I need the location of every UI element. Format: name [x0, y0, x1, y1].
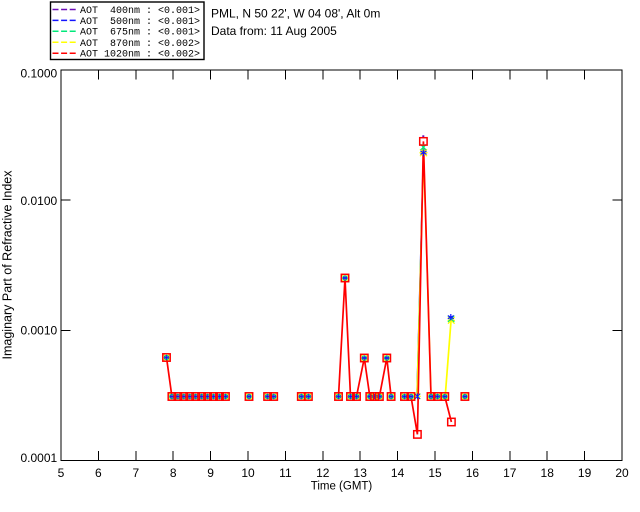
svg-text:10: 10: [241, 466, 255, 480]
svg-text:AOT 870nm : <0.002>: AOT 870nm : <0.002>: [80, 39, 200, 50]
svg-text:17: 17: [503, 466, 517, 480]
svg-text:0.0010: 0.0010: [20, 324, 57, 338]
svg-text:16: 16: [466, 466, 480, 480]
svg-text:20: 20: [615, 466, 629, 480]
svg-text:PML, N 50 22', W 04 08', Alt 0: PML, N 50 22', W 04 08', Alt 0m: [211, 6, 380, 20]
svg-text:11: 11: [279, 466, 292, 480]
svg-text:AOT 1020nm : <0.002>: AOT 1020nm : <0.002>: [80, 50, 200, 61]
svg-text:8: 8: [170, 466, 177, 480]
svg-text:AOT 500nm : <0.001>: AOT 500nm : <0.001>: [80, 17, 200, 28]
svg-text:0.0100: 0.0100: [20, 194, 57, 208]
svg-text:Imaginary Part of Refractive I: Imaginary Part of Refractive Index: [1, 170, 15, 360]
svg-text:12: 12: [316, 466, 330, 480]
svg-text:AOT 400nm : <0.001>: AOT 400nm : <0.001>: [80, 6, 200, 17]
svg-text:5: 5: [58, 466, 65, 480]
svg-text:Time (GMT): Time (GMT): [311, 481, 373, 493]
svg-text:6: 6: [95, 466, 102, 480]
svg-text:AOT 675nm : <0.001>: AOT 675nm : <0.001>: [80, 28, 200, 39]
svg-text:9: 9: [207, 466, 214, 480]
svg-text:7: 7: [132, 466, 139, 480]
svg-text:15: 15: [428, 466, 442, 480]
svg-text:19: 19: [578, 466, 592, 480]
svg-text:0.1000: 0.1000: [20, 67, 57, 81]
svg-text:18: 18: [541, 466, 555, 480]
svg-text:Data from: 11 Aug 2005: Data from: 11 Aug 2005: [211, 24, 337, 38]
svg-text:14: 14: [391, 466, 405, 480]
svg-text:13: 13: [354, 466, 368, 480]
svg-text:0.0001: 0.0001: [20, 451, 57, 465]
